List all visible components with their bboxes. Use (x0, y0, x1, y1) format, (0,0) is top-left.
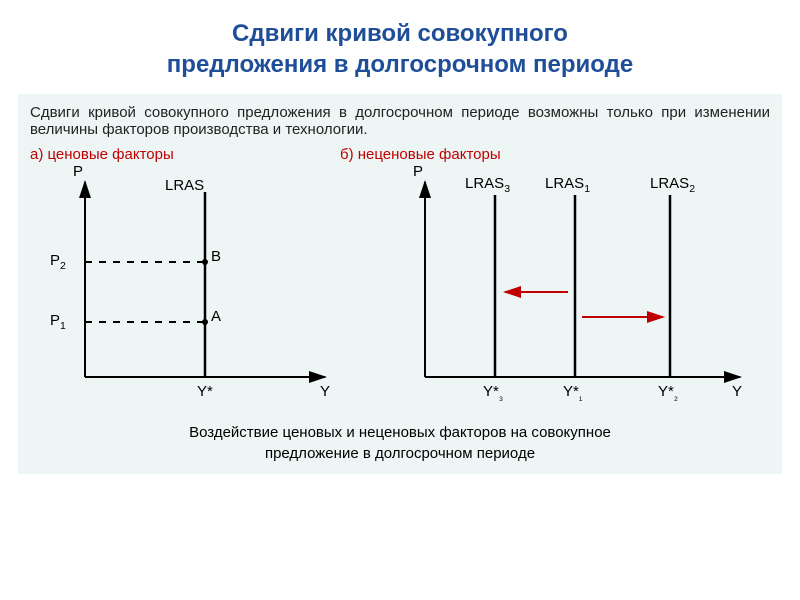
content-box: Сдвиги кривой совокупного предложения в … (18, 94, 782, 474)
caption-line1: Воздействие ценовых и неценовых факторов… (189, 424, 611, 441)
charts-container: PLRASP2P1BAY*Y PLRAS3LRAS1LRAS2Y*₃Y*₁Y*₂… (30, 167, 770, 407)
chart-b-lras1-label: LRAS1 (545, 175, 590, 195)
chart-a-p-label: P (73, 163, 83, 180)
chart-a-a-label: A (211, 308, 221, 325)
chart-a-lras-label: LRAS (165, 177, 204, 194)
caption: Воздействие ценовых и неценовых факторов… (30, 423, 770, 464)
chart-a-y-label: Y (320, 383, 330, 400)
page-title: Сдвиги кривой совокупного предложения в … (0, 0, 800, 90)
chart-b-ytick-0: Y*₃ (483, 383, 503, 403)
intro-text: Сдвиги кривой совокупного предложения в … (30, 104, 770, 138)
chart-a: PLRASP2P1BAY*Y (30, 167, 350, 407)
chart-a-p1-label: P1 (50, 312, 66, 332)
title-line2: предложения в долгосрочном периоде (167, 51, 633, 78)
factors-row: а) ценовые факторы б) неценовые факторы (30, 146, 770, 163)
chart-b-lras2-label: LRAS2 (650, 175, 695, 195)
title-line1: Сдвиги кривой совокупного (232, 20, 568, 47)
chart-a-p2-label: P2 (50, 252, 66, 272)
chart-b-lras3-label: LRAS3 (465, 175, 510, 195)
chart-b: PLRAS3LRAS1LRAS2Y*₃Y*₁Y*₂Y (380, 167, 760, 407)
factor-a-label: а) ценовые факторы (30, 146, 340, 163)
factor-b-label: б) неценовые факторы (340, 146, 501, 163)
chart-b-ytick-2: Y*₂ (658, 383, 678, 403)
chart-b-y-label: Y (732, 383, 742, 400)
chart-b-ytick-1: Y*₁ (563, 383, 582, 403)
caption-line2: предложение в долгосрочном периоде (265, 445, 535, 462)
chart-a-ystar-label: Y* (197, 383, 213, 400)
chart-b-p-label: P (413, 163, 423, 180)
chart-a-b-label: B (211, 248, 221, 265)
